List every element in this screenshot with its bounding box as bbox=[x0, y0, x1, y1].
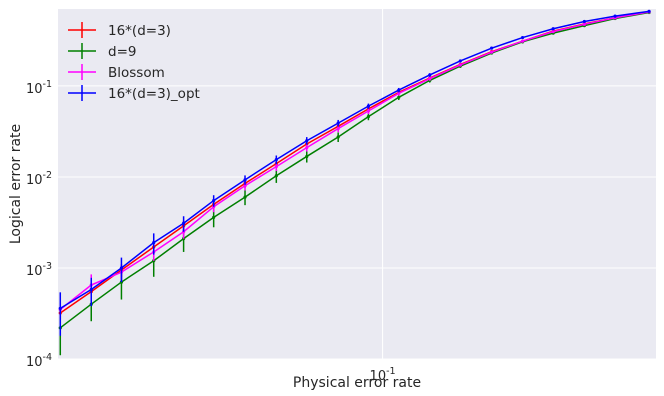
data-point bbox=[305, 139, 309, 143]
data-point bbox=[305, 146, 309, 150]
legend-label: d=9 bbox=[108, 44, 136, 60]
data-point bbox=[212, 215, 216, 219]
x-axis-label: Physical error rate bbox=[293, 375, 421, 391]
data-point bbox=[551, 30, 555, 34]
legend-label: 16*(d=3)_opt bbox=[108, 86, 200, 102]
data-point bbox=[119, 266, 124, 270]
legend-item: Blossom bbox=[68, 64, 165, 81]
y-tick-label: 10-1 bbox=[26, 79, 52, 97]
data-point bbox=[551, 27, 555, 31]
legend: 16*(d=3) d=9 Blossom 16*(d=3)_opt bbox=[68, 22, 200, 102]
data-point bbox=[458, 59, 462, 63]
legend-label: 16*(d=3) bbox=[108, 23, 171, 39]
data-point bbox=[152, 241, 156, 245]
data-point bbox=[89, 287, 93, 292]
series-line bbox=[59, 11, 650, 311]
data-point bbox=[613, 14, 617, 18]
data-point bbox=[336, 126, 340, 131]
y-tick-label: 10-4 bbox=[26, 352, 52, 370]
data-point bbox=[366, 104, 371, 108]
data-point bbox=[582, 22, 586, 26]
data-point bbox=[336, 135, 340, 139]
data-point bbox=[428, 77, 432, 81]
data-point bbox=[243, 178, 247, 182]
grid-lines bbox=[58, 9, 656, 360]
y-tick-label: 10-3 bbox=[26, 261, 52, 279]
plot-background bbox=[58, 9, 656, 359]
data-point bbox=[428, 73, 432, 77]
series-group bbox=[58, 9, 651, 356]
data-point bbox=[520, 35, 525, 40]
data-point bbox=[397, 88, 401, 92]
data-point bbox=[274, 158, 278, 162]
data-point bbox=[458, 63, 462, 67]
data-point bbox=[274, 174, 278, 178]
series-line bbox=[59, 11, 650, 329]
data-point bbox=[243, 195, 247, 199]
y-axis-label: Logical error rate bbox=[8, 124, 24, 244]
data-point bbox=[366, 115, 371, 119]
data-point bbox=[490, 50, 494, 54]
legend-item: d=9 bbox=[68, 43, 136, 60]
data-point bbox=[305, 154, 309, 159]
legend-item: 16*(d=3)_opt bbox=[68, 85, 200, 102]
data-point bbox=[397, 95, 401, 99]
data-point bbox=[336, 121, 340, 125]
legend-label: Blossom bbox=[108, 65, 165, 81]
x-tick-label: 10-1 bbox=[370, 366, 396, 384]
tick-labels: 10-4 10-3 10-2 10-1 10-1 bbox=[26, 79, 396, 384]
data-point bbox=[58, 306, 62, 310]
data-point bbox=[274, 164, 278, 169]
series-line bbox=[59, 10, 650, 310]
data-point bbox=[182, 221, 186, 225]
data-point bbox=[647, 9, 651, 13]
data-point bbox=[490, 46, 494, 50]
series-3 bbox=[58, 9, 651, 336]
data-point bbox=[243, 184, 247, 188]
data-point bbox=[520, 39, 525, 43]
data-point bbox=[397, 91, 401, 95]
data-point bbox=[366, 109, 371, 113]
data-point bbox=[582, 19, 586, 24]
y-tick-label: 10-2 bbox=[26, 170, 52, 188]
data-point bbox=[212, 198, 216, 203]
legend-item: 16*(d=3) bbox=[68, 22, 171, 39]
